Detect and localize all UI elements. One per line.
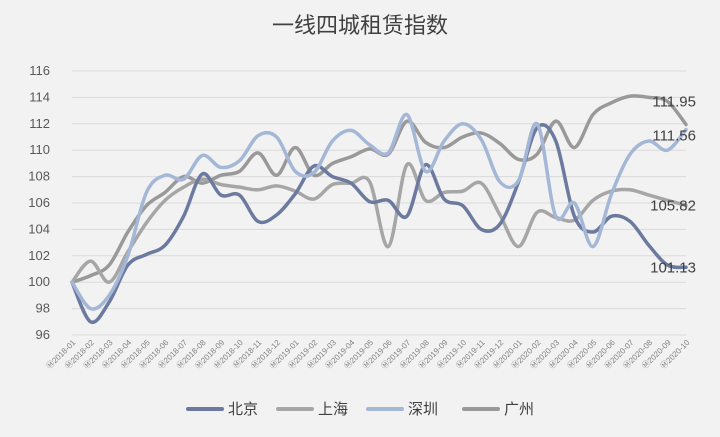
y-axis-ticks: 96 98 100 102 104 106 108 110 112 114 116 [28,63,50,342]
series-lines [70,94,688,324]
y-tick-label: 104 [28,221,50,236]
y-tick-label: 96 [36,327,50,342]
y-tick-label: 116 [29,63,50,78]
y-tick-label: 112 [29,116,50,131]
legend-label: 广州 [504,401,534,418]
y-tick-label: 110 [29,142,50,157]
legend-label: 北京 [228,401,258,418]
y-tick-label: 108 [28,169,50,184]
y-tick-label: 114 [29,89,50,104]
legend-label: 上海 [318,401,348,418]
chart-title: 一线四城租赁指数 [271,14,448,39]
end-value-label: 111.95 [652,93,696,110]
gridlines [72,70,686,336]
x-axis-ticks: Ⓜ2018-01Ⓜ2018-02Ⓜ2018-03Ⓜ2018-04Ⓜ2018-05… [45,338,692,371]
series-line-3 [70,112,688,311]
end-value-label: 111.56 [652,128,696,145]
y-tick-label: 102 [28,248,50,263]
end-value-label: 101.13 [650,259,696,276]
y-tick-label: 98 [36,301,50,316]
y-tick-label: 100 [28,274,50,289]
end-value-labels: 111.95 111.56 105.82 101.13 [650,93,696,276]
series-line-2 [70,162,688,284]
legend-label: 深圳 [408,401,438,418]
y-tick-label: 106 [28,195,50,210]
end-value-label: 105.82 [650,197,696,214]
legend: 北京 上海 深圳 广州 [186,401,534,418]
